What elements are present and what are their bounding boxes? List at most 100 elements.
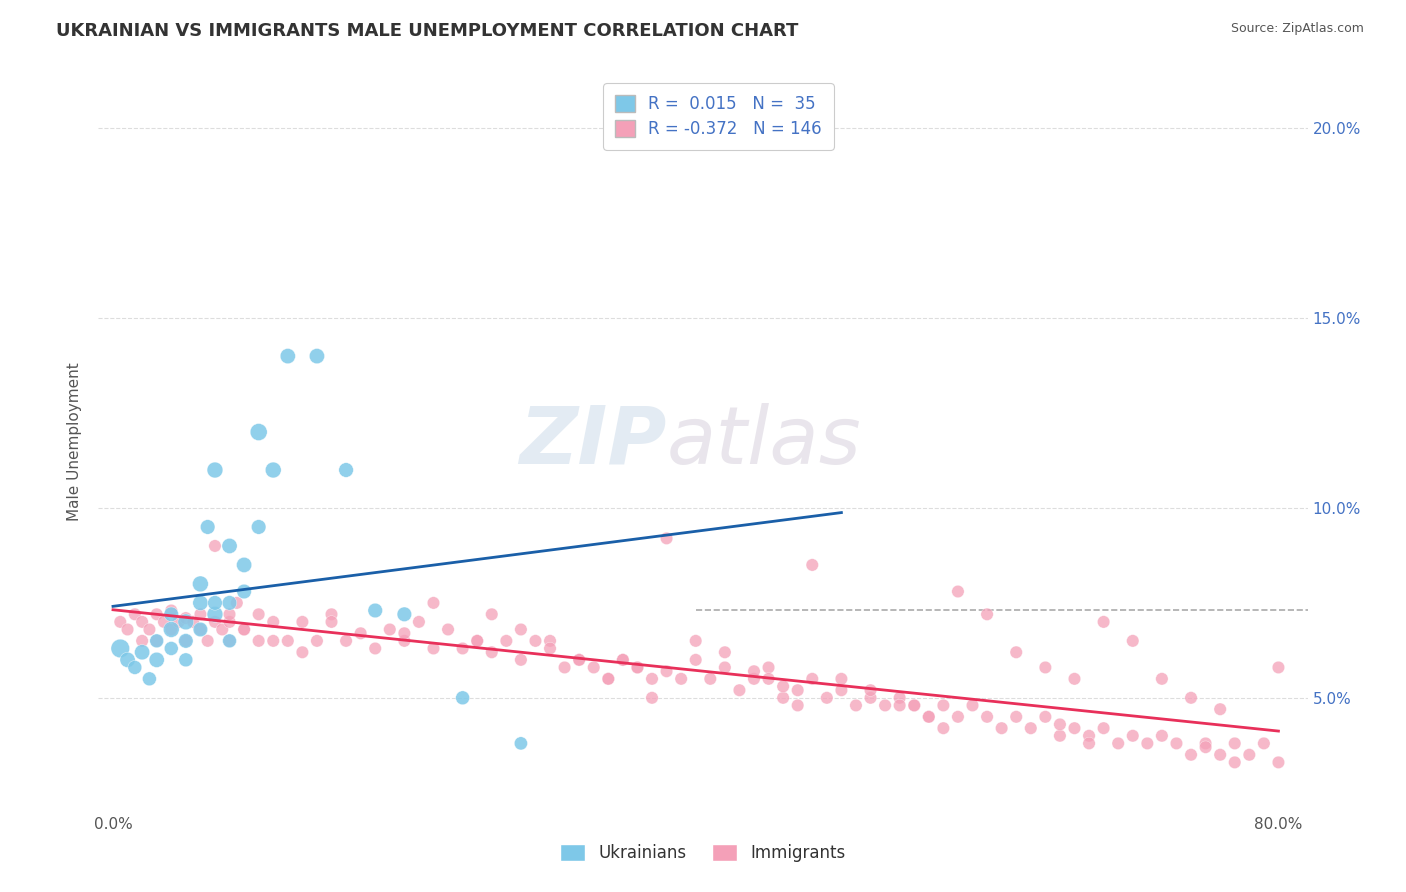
- Point: [918, 710, 941, 724]
- Point: [160, 603, 183, 617]
- Point: [262, 615, 284, 629]
- Point: [1122, 633, 1144, 648]
- Point: [714, 660, 737, 674]
- Point: [181, 615, 204, 629]
- Point: [859, 683, 882, 698]
- Point: [509, 623, 531, 637]
- Point: [145, 633, 167, 648]
- Point: [335, 633, 357, 648]
- Point: [685, 653, 707, 667]
- Point: [174, 633, 197, 648]
- Point: [321, 615, 343, 629]
- Point: [481, 645, 503, 659]
- Point: [786, 683, 808, 698]
- Point: [364, 603, 387, 617]
- Point: [1209, 702, 1232, 716]
- Point: [903, 698, 925, 713]
- Point: [138, 623, 160, 637]
- Point: [976, 607, 998, 622]
- Point: [138, 672, 160, 686]
- Point: [335, 463, 357, 477]
- Point: [437, 623, 460, 637]
- Point: [167, 615, 190, 629]
- Point: [204, 607, 226, 622]
- Point: [204, 596, 226, 610]
- Point: [772, 690, 794, 705]
- Point: [1253, 736, 1275, 750]
- Point: [932, 698, 955, 713]
- Point: [110, 641, 132, 656]
- Point: [211, 623, 233, 637]
- Point: [1019, 721, 1042, 735]
- Point: [859, 690, 882, 705]
- Point: [465, 633, 488, 648]
- Point: [160, 641, 183, 656]
- Point: [394, 626, 416, 640]
- Point: [889, 698, 911, 713]
- Point: [160, 607, 183, 622]
- Point: [509, 653, 531, 667]
- Point: [1239, 747, 1261, 762]
- Point: [612, 653, 634, 667]
- Point: [408, 615, 430, 629]
- Point: [699, 672, 721, 686]
- Point: [394, 633, 416, 648]
- Point: [247, 520, 270, 534]
- Point: [946, 584, 969, 599]
- Point: [124, 660, 146, 674]
- Point: [153, 615, 176, 629]
- Point: [218, 596, 240, 610]
- Point: [524, 633, 547, 648]
- Point: [1049, 729, 1071, 743]
- Point: [174, 615, 197, 629]
- Point: [538, 641, 561, 656]
- Point: [145, 653, 167, 667]
- Point: [1223, 736, 1246, 750]
- Point: [962, 698, 984, 713]
- Point: [197, 633, 219, 648]
- Point: [1194, 736, 1216, 750]
- Point: [1078, 729, 1101, 743]
- Point: [451, 690, 474, 705]
- Point: [422, 596, 444, 610]
- Point: [174, 633, 197, 648]
- Point: [1122, 729, 1144, 743]
- Point: [742, 665, 765, 679]
- Point: [626, 660, 648, 674]
- Point: [1063, 672, 1085, 686]
- Point: [117, 653, 139, 667]
- Point: [422, 641, 444, 656]
- Point: [946, 710, 969, 724]
- Point: [1063, 721, 1085, 735]
- Point: [1267, 756, 1289, 770]
- Point: [160, 623, 183, 637]
- Point: [190, 577, 212, 591]
- Point: [145, 607, 167, 622]
- Point: [495, 633, 517, 648]
- Point: [262, 463, 284, 477]
- Point: [131, 645, 153, 659]
- Point: [612, 653, 634, 667]
- Point: [321, 607, 343, 622]
- Point: [233, 623, 256, 637]
- Point: [1223, 756, 1246, 770]
- Point: [291, 645, 314, 659]
- Point: [990, 721, 1012, 735]
- Point: [218, 607, 240, 622]
- Point: [1150, 672, 1173, 686]
- Point: [160, 623, 183, 637]
- Point: [190, 607, 212, 622]
- Point: [786, 698, 808, 713]
- Point: [830, 683, 852, 698]
- Point: [247, 425, 270, 439]
- Point: [233, 584, 256, 599]
- Point: [626, 660, 648, 674]
- Point: [655, 532, 678, 546]
- Point: [225, 596, 247, 610]
- Point: [247, 607, 270, 622]
- Point: [305, 349, 328, 363]
- Point: [1033, 660, 1056, 674]
- Point: [655, 665, 678, 679]
- Point: [641, 690, 664, 705]
- Point: [1150, 729, 1173, 743]
